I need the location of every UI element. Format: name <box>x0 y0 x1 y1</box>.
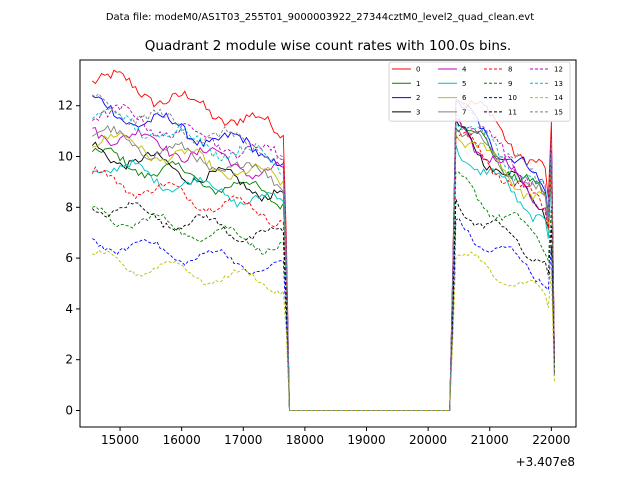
series-layer <box>91 69 555 411</box>
y-tick-label: 12 <box>58 99 73 113</box>
legend-label-3: 3 <box>416 108 420 116</box>
series-line-7 <box>92 124 555 411</box>
series-line-12 <box>92 103 555 411</box>
x-tick-label: 22000 <box>532 433 570 447</box>
x-tick-label: 21000 <box>471 433 509 447</box>
series-line-3 <box>91 119 555 411</box>
legend-label-6: 6 <box>462 94 467 102</box>
x-tick-label: 16000 <box>163 433 201 447</box>
series-line-11 <box>91 199 555 411</box>
legend-label-10: 10 <box>508 94 517 102</box>
y-tick-label: 6 <box>65 251 73 265</box>
series-line-5 <box>92 144 555 411</box>
y-axis-ticks: 0 2 4 6 8 10 12 <box>58 99 80 417</box>
x-tick-label: 19000 <box>347 433 385 447</box>
legend-label-12: 12 <box>554 66 563 74</box>
series-line-10 <box>92 217 555 411</box>
legend-label-0: 0 <box>416 66 420 74</box>
legend-label-4: 4 <box>462 66 467 74</box>
legend-label-5: 5 <box>462 80 466 88</box>
y-tick-label: 2 <box>65 353 73 367</box>
legend-frame <box>388 61 571 122</box>
x-tick-label: 20000 <box>409 433 447 447</box>
x-tick-label: 18000 <box>286 433 324 447</box>
x-tick-label: 15000 <box>101 433 139 447</box>
series-line-1 <box>91 125 555 411</box>
legend-label-2: 2 <box>416 94 420 102</box>
chart-suptitle: Data file: modeM0/AS1T03_255T01_90000039… <box>106 12 534 23</box>
legend-label-7: 7 <box>462 108 466 116</box>
y-tick-label: 10 <box>58 150 73 164</box>
y-tick-label: 4 <box>65 302 73 316</box>
plot-area <box>79 59 577 428</box>
legend-label-14: 14 <box>554 94 563 102</box>
series-line-9 <box>92 171 555 411</box>
legend-label-1: 1 <box>416 80 420 88</box>
series-line-0 <box>92 69 555 411</box>
x-axis-ticks: 15000 16000 17000 18000 19000 20000 21000 22000 <box>101 427 570 447</box>
series-line-14 <box>92 249 555 411</box>
legend-label-15: 15 <box>554 108 563 116</box>
x-axis-offset-label: +3.407e8 <box>516 455 575 469</box>
series-line-8 <box>91 131 555 411</box>
x-tick-label: 17000 <box>224 433 262 447</box>
chart-title: Quadrant 2 module wise count rates with … <box>145 38 511 54</box>
legend-label-8: 8 <box>508 66 512 74</box>
legend-label-13: 13 <box>554 80 563 88</box>
series-line-15 <box>92 92 555 411</box>
y-tick-label: 8 <box>65 200 73 214</box>
series-line-13 <box>92 107 555 411</box>
legend-label-9: 9 <box>508 80 512 88</box>
axes-frame <box>79 59 577 428</box>
series-line-6 <box>92 132 555 411</box>
legend-label-11: 11 <box>508 108 517 116</box>
y-tick-label: 0 <box>65 403 73 417</box>
